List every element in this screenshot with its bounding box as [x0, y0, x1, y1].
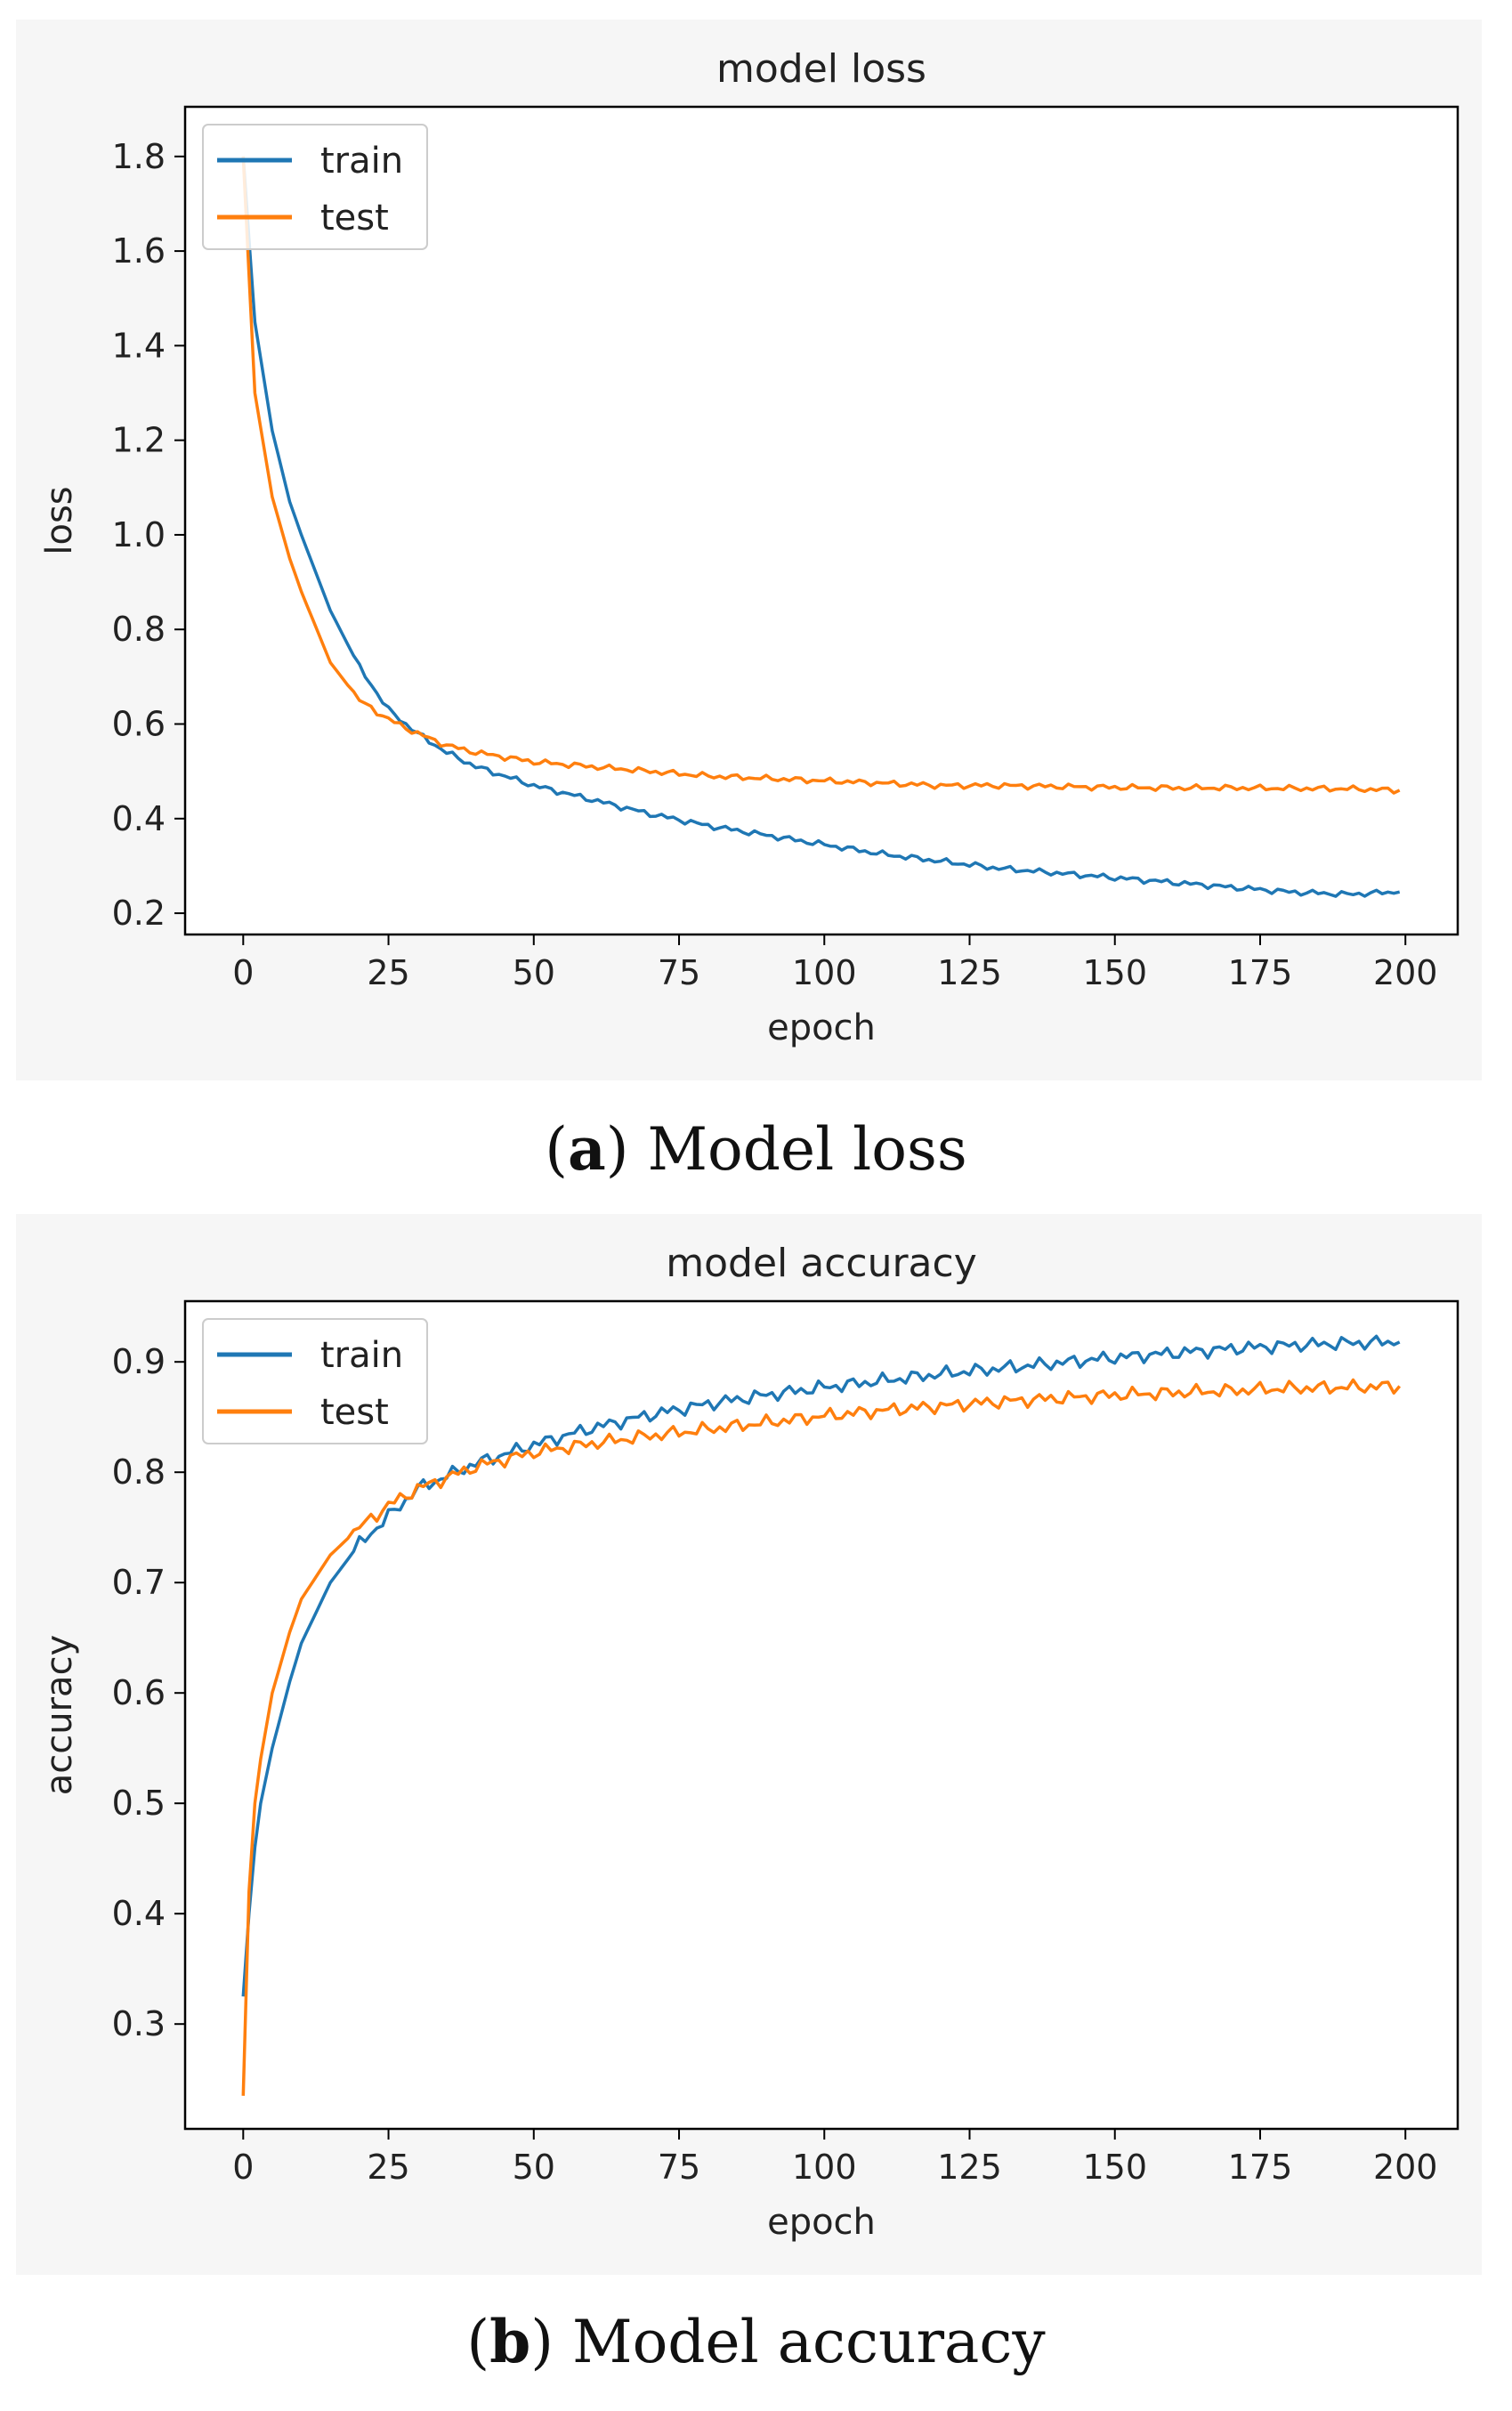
x-tick-label: 200 — [1373, 953, 1438, 992]
x-axis-label: epoch — [767, 2202, 876, 2243]
y-tick-label: 0.6 — [112, 705, 166, 744]
x-tick-label: 150 — [1082, 2148, 1147, 2187]
x-tick-label: 100 — [792, 2148, 857, 2187]
chart-title: model accuracy — [666, 1241, 977, 1286]
x-tick-label: 50 — [513, 2148, 555, 2187]
y-tick-label: 1.6 — [112, 231, 166, 271]
legend-label-test: test — [320, 198, 389, 239]
y-tick-label: 1.4 — [112, 326, 166, 365]
x-tick-label: 175 — [1228, 2148, 1293, 2187]
y-tick-label: 1.2 — [112, 421, 166, 460]
series-line-train — [241, 156, 1401, 898]
figure-panel-b: 0 25 50 75 100 125 150 175 200 0.3 0.4 0.5 0.6 0.7 0.8… — [16, 1214, 1482, 2275]
loss-chart: 0 25 50 75 100 125 150 175 200 0.2 0.4 0.6 0.8 1.0 1.2… — [39, 46, 1459, 1048]
y-axis-label: accuracy — [39, 1635, 80, 1795]
caption-a-label: a — [567, 1114, 606, 1184]
x-tick-label: 175 — [1228, 953, 1293, 992]
series-line-test — [241, 1378, 1402, 2096]
y-tick-label: 0.4 — [112, 1894, 166, 1933]
caption-a-text: Model loss — [647, 1115, 967, 1184]
caption-b-label: b — [489, 2307, 531, 2376]
x-tick-label: 200 — [1373, 2148, 1438, 2187]
figure-panel-a: 0 25 50 75 100 125 150 175 200 0.2 0.4 0.6 0.8 1.0 1.2… — [16, 20, 1482, 1080]
accuracy-chart: 0 25 50 75 100 125 150 175 200 0.3 0.4 0.5 0.6 0.7 0.8… — [39, 1241, 1459, 2243]
y-tick-label: 1.8 — [112, 137, 166, 176]
plot-frame — [183, 105, 1459, 936]
y-tick-label: 0.3 — [112, 2004, 166, 2043]
legend-label-train: train — [320, 1335, 403, 1376]
y-tick-label: 0.6 — [112, 1673, 166, 1712]
y-tick-label: 1.0 — [112, 515, 166, 554]
y-tick-label: 0.4 — [112, 799, 166, 838]
y-tick-label: 0.9 — [112, 1342, 166, 1381]
x-tick-label: 100 — [792, 953, 857, 992]
legend-label-test: test — [320, 1392, 389, 1433]
x-tick-label: 125 — [937, 2148, 1002, 2187]
x-tick-label: 50 — [513, 953, 555, 992]
x-tick-label: 25 — [367, 953, 409, 992]
x-tick-label: 75 — [658, 2148, 700, 2187]
x-tick-label: 125 — [937, 953, 1002, 992]
y-tick-label: 0.2 — [112, 894, 166, 933]
y-tick-label: 0.8 — [112, 1452, 166, 1492]
x-tick-label: 25 — [367, 2148, 409, 2187]
x-tick-label: 75 — [658, 953, 700, 992]
x-tick-label: 0 — [232, 953, 254, 992]
chart-title: model loss — [716, 46, 926, 92]
y-tick-label: 0.5 — [112, 1784, 166, 1823]
caption-b: (b) Model accuracy — [466, 2307, 1046, 2376]
y-tick-label: 0.7 — [112, 1563, 166, 1602]
caption-b-text: Model accuracy — [571, 2308, 1046, 2376]
plot-frame — [183, 1299, 1459, 2131]
caption-a: (a) Model loss — [545, 1114, 967, 1184]
y-axis-label: loss — [39, 486, 80, 554]
x-axis-label: epoch — [767, 1007, 876, 1048]
x-tick-label: 0 — [232, 2148, 254, 2187]
y-tick-label: 0.8 — [112, 610, 166, 649]
series-line-test — [241, 156, 1401, 795]
x-tick-label: 150 — [1082, 953, 1147, 992]
legend-label-train: train — [320, 141, 403, 182]
